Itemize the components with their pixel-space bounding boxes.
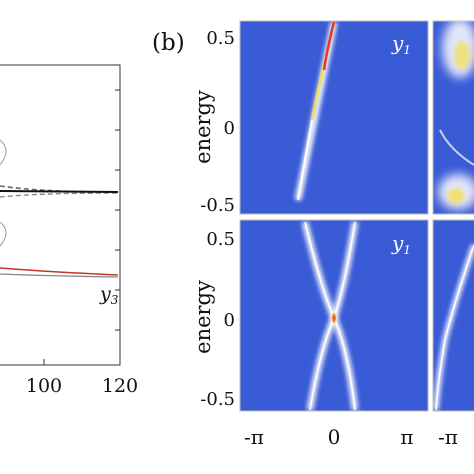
top-y-tick-0: 0	[224, 118, 235, 139]
left-plot-frame	[0, 64, 121, 366]
x-tick-neg-pi: -π	[244, 425, 264, 449]
left-plot-bottom-ticks	[43, 359, 121, 365]
panel-label-b: (b)	[152, 30, 185, 56]
left-black-curve	[0, 190, 119, 193]
left-curve-label: y3	[99, 283, 119, 307]
top-y-tick-neg0-5: -0.5	[200, 195, 235, 216]
top-y-axis-label: energy	[191, 90, 215, 164]
bottom-y-tick-0: 0	[224, 310, 235, 331]
top-heatmap-label: y1	[391, 31, 411, 57]
x-tick-neg-pi-right: -π	[438, 425, 458, 449]
heatmap-top-right	[432, 20, 474, 215]
left-plot-right-ticks	[115, 89, 120, 331]
left-x-tick-120: 120	[102, 375, 138, 397]
left-gray-curve	[0, 273, 119, 278]
left-red-curve	[0, 267, 119, 276]
left-dashed-curve-2	[0, 192, 119, 198]
bottom-heatmap-label: y1	[391, 231, 411, 257]
left-marker-arc-lower	[0, 221, 7, 247]
x-tick-zero: 0	[328, 425, 341, 449]
heatmap-top-left: y1	[239, 20, 429, 215]
x-tick-pi: π	[400, 425, 413, 449]
bottom-y-axis-label: energy	[191, 280, 215, 354]
bottom-y-tick-0-5: 0.5	[206, 229, 235, 250]
right-figure-panel: (b) energy energy 0.5 0 -0.5 0.5 0 -0.5 …	[152, 20, 474, 449]
heatmap-bottom-left: y1	[239, 219, 429, 412]
bottom-y-tick-neg0-5: -0.5	[200, 389, 235, 410]
heatmap-bottom-right	[432, 219, 474, 412]
left-x-tick-100: 100	[26, 375, 62, 397]
left-plot-panel: y3 100 120	[0, 64, 138, 397]
top-y-tick-0-5: 0.5	[206, 28, 235, 49]
left-marker-arc-upper	[0, 139, 7, 166]
